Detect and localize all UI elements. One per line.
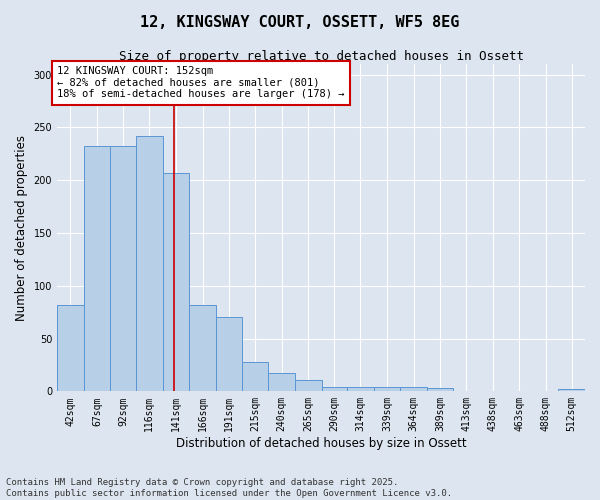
Bar bbox=[427, 388, 453, 392]
Bar bbox=[57, 305, 84, 392]
Bar bbox=[189, 305, 216, 392]
X-axis label: Distribution of detached houses by size in Ossett: Distribution of detached houses by size … bbox=[176, 437, 466, 450]
Bar bbox=[242, 362, 268, 392]
Bar bbox=[400, 387, 427, 392]
Bar bbox=[347, 387, 374, 392]
Bar bbox=[268, 374, 295, 392]
Bar bbox=[163, 173, 189, 392]
Y-axis label: Number of detached properties: Number of detached properties bbox=[15, 134, 28, 321]
Bar bbox=[84, 146, 110, 392]
Text: 12, KINGSWAY COURT, OSSETT, WF5 8EG: 12, KINGSWAY COURT, OSSETT, WF5 8EG bbox=[140, 15, 460, 30]
Text: 12 KINGSWAY COURT: 152sqm
← 82% of detached houses are smaller (801)
18% of semi: 12 KINGSWAY COURT: 152sqm ← 82% of detac… bbox=[57, 66, 344, 100]
Bar bbox=[559, 389, 585, 392]
Text: Contains HM Land Registry data © Crown copyright and database right 2025.
Contai: Contains HM Land Registry data © Crown c… bbox=[6, 478, 452, 498]
Bar bbox=[295, 380, 322, 392]
Bar bbox=[322, 387, 347, 392]
Bar bbox=[110, 146, 136, 392]
Bar bbox=[136, 136, 163, 392]
Title: Size of property relative to detached houses in Ossett: Size of property relative to detached ho… bbox=[119, 50, 524, 63]
Bar bbox=[374, 387, 400, 392]
Bar bbox=[216, 318, 242, 392]
